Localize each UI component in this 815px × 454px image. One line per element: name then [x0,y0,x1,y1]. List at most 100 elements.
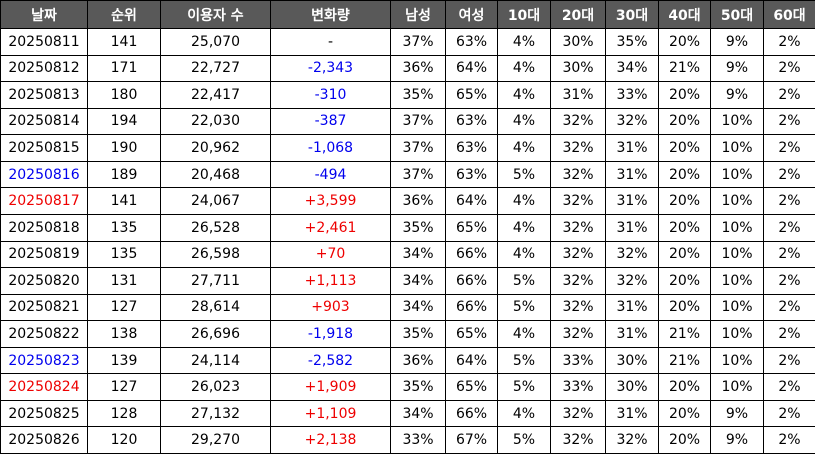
cell: 4% [497,107,551,136]
column-header: 남성 [390,0,446,29]
cell: 4% [497,320,551,348]
cell: 35% [605,28,659,56]
cell: 20% [658,213,711,242]
cell: 27,132 [160,399,271,428]
cell: 33% [550,373,606,401]
cell: 33% [550,346,606,375]
cell: 65% [445,373,498,401]
cell: 2% [763,81,815,109]
cell: 32% [550,187,606,215]
column-header: 이용자 수 [160,0,271,29]
cell: 33% [390,426,446,454]
cell: 37% [390,160,446,189]
cell: 9% [710,81,764,109]
cell: 32% [550,293,606,322]
cell: 2% [763,426,815,454]
cell: 35% [390,373,446,401]
cell: 20250825 [0,399,88,428]
cell: 67% [445,426,498,454]
cell: 34% [390,267,446,295]
row: 20250822 138 26,696 -1,918 35% 65% 4% 32% 31% 21%… [0,320,815,348]
cell: 31% [605,320,659,348]
cell: 10% [710,240,764,269]
cell: 20250811 [0,28,88,56]
cell: 25,070 [160,28,271,56]
cell: 4% [497,134,551,162]
cell: 10% [710,134,764,162]
cell: 30% [605,373,659,401]
cell: 131 [87,267,161,295]
cell: 34% [390,399,446,428]
cell: 26,023 [160,373,271,401]
cell: 5% [497,267,551,295]
cell: 120 [87,426,161,454]
cell: 24,114 [160,346,271,375]
cell: 20% [658,373,711,401]
cell: 32% [550,320,606,348]
cell: 66% [445,240,498,269]
cell: 10% [710,267,764,295]
cell: 32% [605,426,659,454]
cell: 26,696 [160,320,271,348]
cell: 2% [763,160,815,189]
cell: 34% [390,240,446,269]
cell: 141 [87,28,161,56]
cell: 2% [763,28,815,56]
cell: 30% [550,28,606,56]
cell: 5% [497,293,551,322]
cell: 33% [605,81,659,109]
cell: 65% [445,320,498,348]
column-header: 30대 [605,0,659,29]
cell: 20% [658,399,711,428]
row: 20250812 171 22,727 -2,343 36% 64% 4% 30% 34% 21%… [0,54,815,83]
column-header: 50대 [710,0,764,29]
cell: -2,343 [270,54,391,83]
cell: 2% [763,293,815,322]
cell: 32% [550,160,606,189]
cell: 66% [445,399,498,428]
cell: 2% [763,134,815,162]
cell: 32% [550,134,606,162]
cell: 32% [605,107,659,136]
cell: 63% [445,160,498,189]
cell: 20250824 [0,373,88,401]
cell: 63% [445,107,498,136]
cell: 20% [658,28,711,56]
cell: 2% [763,107,815,136]
cell: 2% [763,267,815,295]
cell: 10% [710,293,764,322]
cell: 35% [390,213,446,242]
header-row: 날짜 순위 이용자 수 변화량 남성 여성 10대 20대 30대 40대 50대 60대 [0,0,815,29]
cell: 65% [445,213,498,242]
cell: 66% [445,293,498,322]
cell: 20250815 [0,134,88,162]
cell: 32% [550,240,606,269]
column-header: 순위 [87,0,161,29]
cell: 10% [710,213,764,242]
column-header: 20대 [550,0,606,29]
cell: 141 [87,187,161,215]
cell: 5% [497,160,551,189]
cell: 31% [605,293,659,322]
row: 20250816 189 20,468 -494 37% 63% 5% 32% 31% 20% 10… [0,160,815,189]
cell: +2,461 [270,213,391,242]
row: 20250821 127 28,614 +903 34% 66% 5% 32% 31% 20% 10… [0,293,815,322]
cell: 20250822 [0,320,88,348]
cell: +1,109 [270,399,391,428]
cell: 31% [605,134,659,162]
cell: 127 [87,373,161,401]
cell: +3,599 [270,187,391,215]
cell: 10% [710,320,764,348]
cell: 20250816 [0,160,88,189]
cell: 35% [390,81,446,109]
cell: 20250817 [0,187,88,215]
cell: 66% [445,267,498,295]
column-header: 변화량 [270,0,391,29]
cell: - [270,28,391,56]
cell: 32% [550,399,606,428]
cell: 36% [390,346,446,375]
cell: 34% [390,293,446,322]
cell: 65% [445,81,498,109]
